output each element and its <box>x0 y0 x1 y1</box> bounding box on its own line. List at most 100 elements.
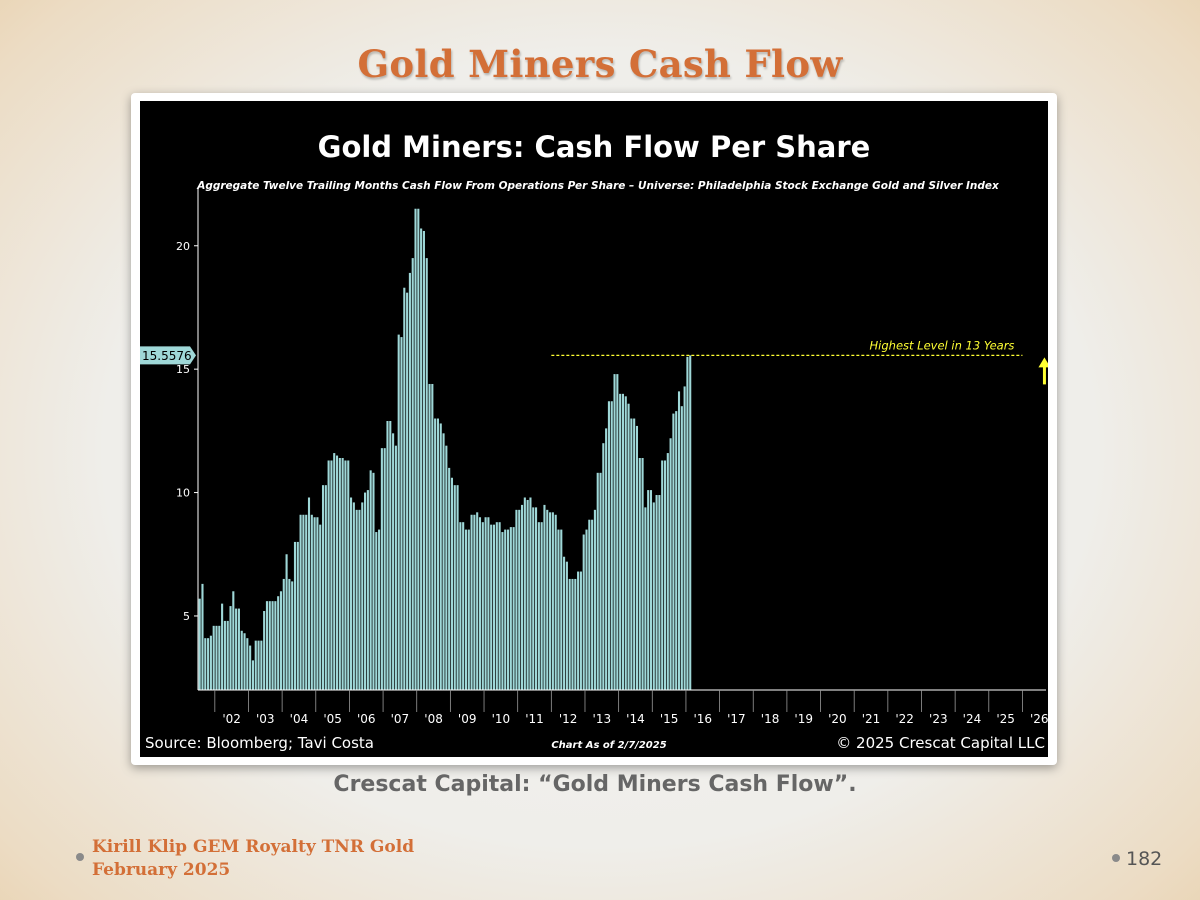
bar <box>310 514 313 690</box>
current-value-label: 15.5576 <box>142 349 192 363</box>
bar <box>263 611 266 690</box>
bar <box>610 401 613 690</box>
bar <box>509 527 512 690</box>
bar <box>540 522 543 690</box>
bar <box>428 383 431 690</box>
x-tick-label: '06 <box>357 712 376 726</box>
bar <box>246 638 249 690</box>
bar <box>529 497 532 690</box>
bar <box>285 554 288 690</box>
bar <box>680 406 683 690</box>
bar <box>658 495 661 690</box>
bar <box>338 458 341 690</box>
chart-subtitle: Aggregate Twelve Trailing Months Cash Fl… <box>196 180 1000 192</box>
bar <box>260 640 263 690</box>
bar <box>644 507 647 690</box>
bar <box>498 522 501 690</box>
chart-annotations: Highest Level in 13 Years 15.5576 <box>140 338 1048 385</box>
x-tick-label: '02 <box>222 712 241 726</box>
bar <box>198 598 201 690</box>
bar <box>607 401 610 690</box>
bar <box>563 556 566 690</box>
y-tick-label: 15 <box>176 363 190 376</box>
bar <box>296 541 299 690</box>
bar <box>549 512 552 690</box>
bar <box>481 522 484 690</box>
bar <box>215 625 218 690</box>
bar <box>268 601 271 690</box>
annotation-text: Highest Level in 13 Years <box>870 338 1015 352</box>
bar <box>397 334 400 690</box>
bar <box>361 502 364 690</box>
bar <box>229 606 232 690</box>
bar <box>324 485 327 690</box>
x-tick-label: '26 <box>1030 712 1048 726</box>
y-axis-ticks: 5 10 15 20 <box>176 240 198 623</box>
bar <box>655 495 658 690</box>
bar <box>302 514 305 690</box>
as-of-text: Chart As of 2/7/2025 <box>551 740 666 751</box>
bar <box>383 448 386 690</box>
bar <box>434 418 437 690</box>
bar <box>588 519 591 690</box>
footer-bullet-right <box>1112 854 1120 862</box>
bar <box>627 403 630 690</box>
bar <box>288 578 291 690</box>
bar <box>663 460 667 690</box>
bar <box>571 578 574 690</box>
bar <box>392 433 395 690</box>
bar <box>221 603 224 690</box>
x-tick-label: '25 <box>996 712 1015 726</box>
bar <box>672 413 675 690</box>
bar <box>436 418 439 690</box>
bar <box>330 460 333 690</box>
bar <box>243 633 246 690</box>
bar <box>453 485 456 690</box>
bar <box>448 467 451 690</box>
x-tick-label: '16 <box>693 712 712 726</box>
x-tick-label: '12 <box>559 712 578 726</box>
bar <box>420 228 423 690</box>
bar <box>442 433 445 690</box>
bar <box>675 411 678 690</box>
x-tick-label: '10 <box>492 712 511 726</box>
bar <box>327 460 330 690</box>
x-tick-label: '20 <box>828 712 847 726</box>
bar <box>518 509 521 690</box>
x-tick-label: '14 <box>626 712 645 726</box>
bar <box>554 514 557 690</box>
bar <box>439 423 442 690</box>
bar <box>683 386 686 690</box>
author-line-2: February 2025 <box>92 860 231 880</box>
bar <box>321 485 325 690</box>
bar <box>251 660 254 690</box>
bar <box>212 625 215 690</box>
x-tick-label: '23 <box>929 712 948 726</box>
bar <box>277 596 280 690</box>
bar <box>257 640 260 690</box>
x-tick-label: '03 <box>256 712 275 726</box>
author-line-1: Kirill Klip GEM Royalty TNR Gold <box>92 837 415 857</box>
bar <box>291 581 294 690</box>
bar <box>574 578 577 690</box>
bar <box>335 455 339 690</box>
bar <box>223 620 226 690</box>
bar <box>661 460 664 690</box>
bar <box>425 258 428 690</box>
bar <box>633 418 636 690</box>
x-axis-ticks: '02 '03 '04 '05 '06 '07 '08 '09 '10 '11 '12 '13 '14 '… <box>214 690 1048 726</box>
bar <box>218 625 221 690</box>
bar <box>459 522 462 690</box>
bar <box>599 472 602 690</box>
slide-caption: Crescat Capital: “Gold Miners Cash Flow”… <box>333 772 857 797</box>
bar <box>411 258 414 690</box>
copyright-text: © 2025 Crescat Capital LLC <box>836 734 1045 752</box>
bar <box>431 383 434 690</box>
bar <box>333 453 336 690</box>
chart-axes <box>197 189 1046 691</box>
x-tick-label: '09 <box>458 712 477 726</box>
x-tick-label: '21 <box>862 712 881 726</box>
bar <box>515 509 518 690</box>
bar <box>456 485 459 690</box>
bar <box>565 561 568 690</box>
